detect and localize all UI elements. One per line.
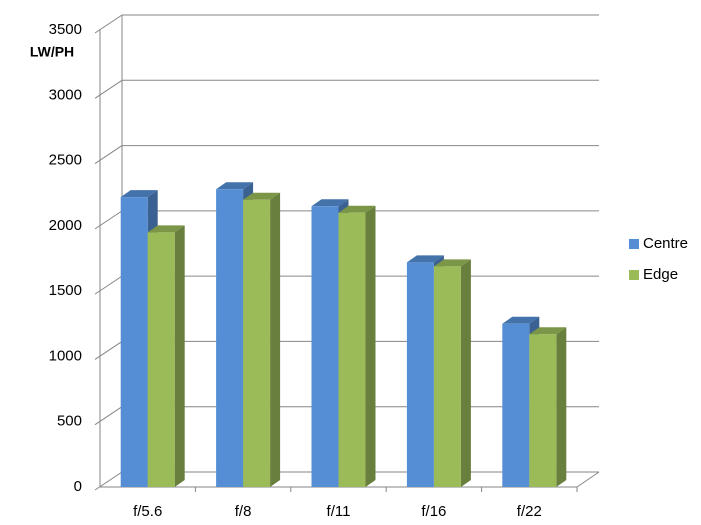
grid-diag xyxy=(94,14,123,34)
y-tick-label: 3500 xyxy=(49,21,82,38)
bar xyxy=(406,262,434,487)
bar-top xyxy=(338,205,376,213)
bar-top xyxy=(311,199,349,207)
x-tick-label: f/8 xyxy=(235,503,252,520)
grid-diag xyxy=(94,210,123,230)
grid-diag xyxy=(94,406,123,426)
y-tick-label: 2500 xyxy=(49,152,82,169)
bar xyxy=(529,334,557,487)
y-tick-label: 1000 xyxy=(49,347,82,364)
bar xyxy=(502,323,530,487)
bar xyxy=(147,232,175,487)
bar-side xyxy=(460,259,471,487)
bar xyxy=(120,197,148,488)
bar xyxy=(338,212,366,488)
bar xyxy=(216,189,244,487)
y-axis-label: LW/PH xyxy=(30,44,74,60)
bar-top xyxy=(216,182,254,190)
x-tick-label: f/22 xyxy=(517,503,542,520)
bar-top xyxy=(502,316,540,324)
y-tick-label: 2000 xyxy=(49,217,82,234)
bar xyxy=(243,199,271,487)
bar-side xyxy=(174,225,185,487)
x-tick-label: f/11 xyxy=(327,503,351,520)
bar-top xyxy=(147,225,185,233)
legend-label: Edge xyxy=(643,266,678,283)
bar-side xyxy=(556,327,567,487)
bar xyxy=(433,266,461,487)
legend-swatch xyxy=(629,239,639,249)
floor-edge xyxy=(576,471,600,488)
grid-diag xyxy=(94,341,123,360)
bar-top xyxy=(406,255,444,263)
bar-side xyxy=(365,205,376,488)
legend-label: Centre xyxy=(643,235,688,252)
y-tick-label: 3000 xyxy=(49,86,82,103)
bar-top xyxy=(529,327,567,335)
bar-top xyxy=(433,259,471,267)
bar-top xyxy=(120,190,158,198)
grid-diag xyxy=(94,79,123,99)
y-tick-label: 1500 xyxy=(49,282,82,299)
grid-diag xyxy=(94,145,123,164)
bar-side xyxy=(270,192,281,487)
y-tick-label: 500 xyxy=(57,413,82,430)
x-tick-label: f/5.6 xyxy=(133,503,162,520)
bar-top xyxy=(243,192,281,200)
grid-diag xyxy=(94,471,123,491)
legend-swatch xyxy=(629,270,639,280)
y-tick-label: 0 xyxy=(74,478,82,495)
grid-diag xyxy=(94,275,123,295)
bar xyxy=(311,206,339,487)
x-tick-label: f/16 xyxy=(421,503,446,520)
